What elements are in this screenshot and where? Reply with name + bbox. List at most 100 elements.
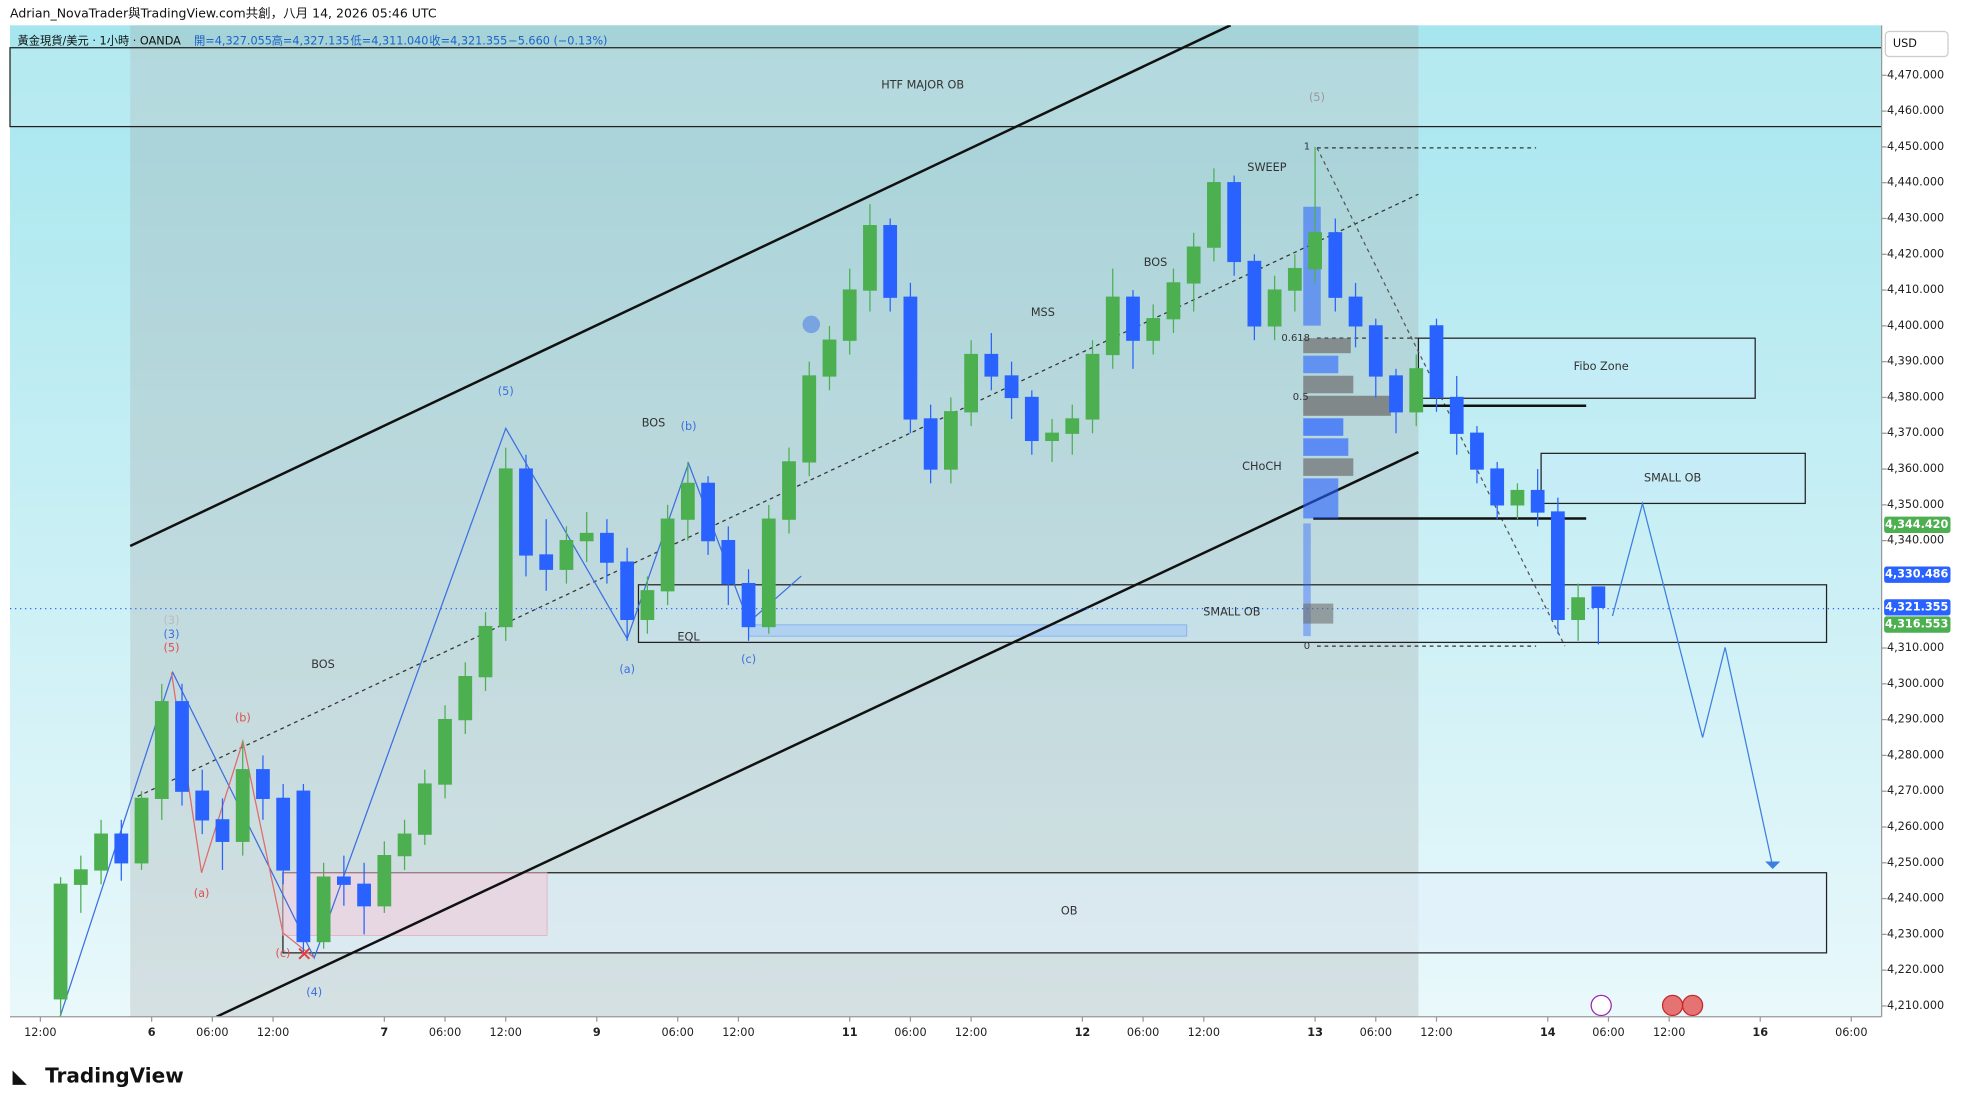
currency-box[interactable] [1884, 30, 1949, 58]
annotation: 0 [1304, 641, 1310, 652]
candle-body [1065, 418, 1080, 434]
candle-body [377, 855, 392, 907]
y-tick-label: 4,380.000 [1887, 390, 1944, 403]
price-tag-label: 4,330.486 [1885, 568, 1949, 581]
candle-body [1449, 396, 1464, 434]
annotation: 0.618 [1281, 333, 1310, 344]
candle-body [863, 225, 877, 291]
candle-body [680, 482, 695, 520]
candle-body [579, 532, 594, 542]
annotation: BOS [311, 658, 335, 671]
annotation: 1 [1304, 142, 1310, 153]
candle-body [741, 582, 756, 628]
y-tick-label: 4,430.000 [1887, 211, 1944, 224]
candle-body [336, 876, 351, 885]
annotation: Fibo Zone [1574, 360, 1629, 373]
candle-body [559, 540, 574, 570]
ohlc-change: −5.660 (−0.13%) [508, 34, 607, 47]
x-tick-label: 11 [842, 1026, 858, 1039]
price-tag-label: 4,344.420 [1885, 518, 1949, 531]
candle-body [1368, 325, 1383, 377]
annotation: (5) [1309, 91, 1325, 104]
brand: TradingView [45, 1063, 184, 1087]
y-tick-label: 4,460.000 [1887, 104, 1944, 117]
candle-body [94, 833, 108, 871]
candle-body [1429, 325, 1444, 399]
annotation: (b) [681, 420, 697, 433]
x-tick-label: 14 [1540, 1026, 1556, 1039]
x-tick-label: 06:00 [1127, 1026, 1159, 1039]
candle-body [1267, 289, 1282, 327]
event-icon [1590, 994, 1612, 1017]
candle-body [1247, 260, 1262, 327]
currency[interactable]: USD [1893, 37, 1917, 50]
annotation: (3) [164, 628, 180, 641]
annotation: (c) [741, 653, 756, 666]
candle-body [600, 532, 614, 563]
annotation: SWEEP [1247, 161, 1286, 174]
y-tick-label: 4,290.000 [1887, 713, 1944, 726]
candle-body [1166, 282, 1181, 320]
x-tick-label: 9 [593, 1026, 601, 1039]
candle-body [296, 790, 311, 943]
candle-body [1126, 296, 1140, 341]
candle-body [134, 797, 149, 864]
y-tick-label: 4,340.000 [1887, 534, 1944, 547]
y-tick-label: 4,410.000 [1887, 283, 1944, 296]
candle-body [660, 518, 675, 592]
annotation: BOS [1144, 256, 1168, 269]
candle-body [175, 701, 189, 792]
annotation: (5) [164, 642, 180, 655]
candle-body [276, 797, 291, 871]
marker-dot [802, 315, 821, 334]
candle-body [539, 554, 554, 570]
candle-body [1551, 511, 1565, 621]
x-tick-label: 12:00 [1188, 1026, 1220, 1039]
eql-zone [748, 624, 1188, 637]
annotation: (3) [164, 614, 180, 627]
y-tick-label: 4,470.000 [1887, 68, 1944, 81]
candle-body [1571, 597, 1586, 621]
channel-line [129, 24, 1232, 548]
x-tick-label: 12:00 [1653, 1026, 1685, 1039]
x-tick-label: 7 [380, 1026, 388, 1039]
y-tick-label: 4,220.000 [1887, 963, 1944, 976]
candle-body [316, 876, 331, 943]
candle-body [782, 461, 796, 520]
x-tick-label: 12:00 [257, 1026, 289, 1039]
x-marker: ✕ [296, 942, 313, 966]
candle-body [498, 468, 513, 628]
y-tick-label: 4,400.000 [1887, 319, 1944, 332]
vp-bar [1303, 523, 1311, 637]
candle-body [984, 353, 999, 377]
vp-bar [1303, 418, 1344, 436]
annotation: (4) [306, 986, 322, 999]
candle-body [721, 540, 736, 585]
candle-body [114, 833, 129, 864]
annotation: CHoCH [1242, 460, 1282, 473]
candle-body [964, 353, 978, 413]
candle-body [195, 790, 210, 821]
x-tick-label: 16 [1752, 1026, 1768, 1039]
x-tick-label: 06:00 [894, 1026, 926, 1039]
x-axis-panel [0, 1016, 1963, 1107]
y-tick-label: 4,360.000 [1887, 462, 1944, 475]
x-tick-label: 06:00 [1592, 1026, 1624, 1039]
x-tick-label: 12:00 [722, 1026, 754, 1039]
ohlc: 收=4,321.355 [429, 33, 507, 47]
y-tick-label: 4,240.000 [1887, 892, 1944, 905]
candle-body [53, 883, 68, 1000]
candle-body [701, 482, 715, 542]
y-tick-label: 4,350.000 [1887, 498, 1944, 511]
arrow-head [1765, 861, 1781, 869]
price-tag [1884, 566, 1951, 583]
price-tag [1884, 616, 1951, 633]
candle-body [1287, 267, 1302, 291]
small-ob-zone [1540, 452, 1806, 505]
candle-body [1348, 296, 1363, 327]
candle-body [357, 883, 371, 907]
candle-body [1470, 432, 1484, 470]
candle-body [842, 289, 857, 341]
